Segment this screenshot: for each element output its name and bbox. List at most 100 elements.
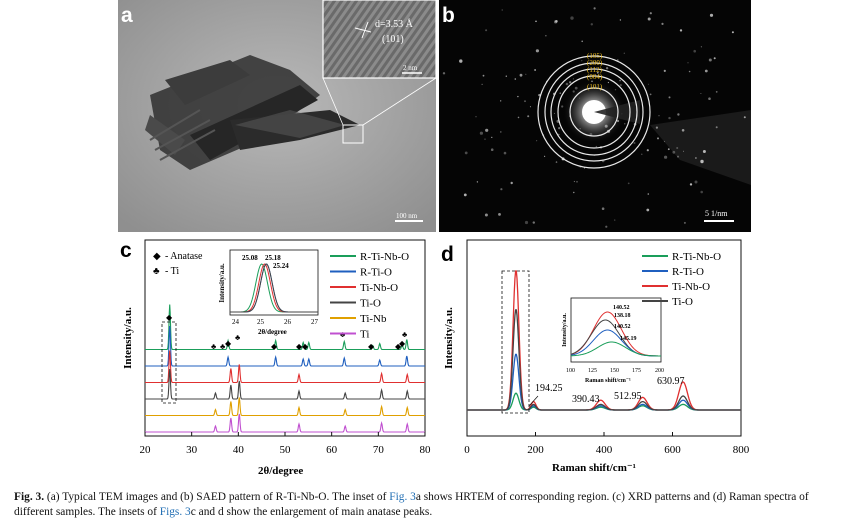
diffraction-spot: [534, 69, 536, 71]
xrd-x-tick-label: 50: [280, 444, 292, 456]
diffraction-spot: [555, 161, 558, 163]
svg-text:♣: ♣: [235, 333, 241, 342]
ring-label-105: (105): [587, 52, 603, 60]
diffraction-spot: [658, 115, 660, 117]
panel-b-saed-image: (105) (200) (112) (004) (101) 5 1/nm b: [439, 0, 751, 232]
xrd-x-tick-label: 40: [233, 444, 245, 456]
diffraction-spot: [647, 193, 650, 195]
diffraction-spot: [517, 116, 520, 119]
diffraction-spot: [605, 225, 608, 228]
diffraction-spot: [627, 182, 630, 185]
ring-label-200: (200): [587, 59, 603, 67]
xrd-x-axis: 20 30 40 50 60 70 80: [140, 432, 431, 456]
xrd-x-tick-label: 70: [373, 444, 385, 456]
nanotube-cluster: [145, 55, 360, 170]
diffraction-spot: [619, 84, 622, 87]
diffraction-spot: [590, 23, 593, 26]
diffraction-spot: [463, 193, 467, 197]
raman-inset-tick: 100: [566, 368, 575, 374]
diffraction-spot: [624, 123, 626, 125]
diffraction-spot: [500, 188, 503, 191]
raman-annot-630: 630.97: [657, 376, 685, 387]
diffraction-spot: [657, 137, 659, 140]
diffraction-spot: [646, 208, 650, 212]
diffraction-spot: [693, 49, 696, 53]
diffraction-spot: [524, 220, 529, 225]
xrd-x-tick-label: 60: [326, 444, 338, 456]
svg-text:◆: ◆: [296, 342, 303, 351]
raman-x-tick-label: 200: [527, 444, 544, 456]
xrd-legend-label: Ti-O: [360, 298, 381, 310]
xrd-series-line: [145, 368, 425, 400]
raman-inset-peak: 140.52: [613, 305, 630, 311]
panel-d-raman-chart: d 0 200 400 600 800 Raman shift/cm⁻¹ Intensi…: [441, 239, 750, 474]
xrd-legend-label: R-Ti-O: [360, 267, 392, 279]
diffraction-spot: [485, 128, 489, 132]
diffraction-spot: [619, 19, 622, 21]
ring-label-112: (112): [587, 66, 603, 74]
xrd-inset-line: [230, 263, 318, 313]
diffraction-spot: [743, 116, 746, 119]
diffraction-spot: [668, 96, 671, 99]
raman-x-tick-label: 600: [664, 444, 681, 456]
raman-inset-line: [570, 341, 662, 357]
xrd-inset-peak: 25.24: [273, 262, 289, 270]
diffraction-spot: [527, 115, 530, 118]
xrd-legend-label: R-Ti-Nb-O: [360, 251, 409, 263]
xrd-inset-y-label: Intensity/a.u.: [218, 263, 226, 303]
diffraction-spot: [475, 116, 477, 118]
raman-legend-label: R-Ti-Nb-O: [672, 251, 721, 263]
svg-text:◆: ◆: [368, 342, 375, 351]
diffraction-spot: [646, 149, 649, 152]
diffraction-spot: [619, 79, 621, 82]
diffraction-spot: [503, 151, 507, 155]
xrd-inset-x-label: 2θ/degree: [258, 328, 287, 336]
raman-x-tick-label: 0: [464, 444, 470, 456]
diffraction-spot: [553, 112, 555, 114]
xrd-x-axis-label: 2θ/degree: [258, 465, 303, 477]
hrtem-plane: (101): [382, 34, 404, 45]
raman-curves: [467, 270, 741, 411]
xrd-series-line: [145, 397, 425, 417]
diffraction-spot: [647, 83, 649, 85]
diffraction-spot: [581, 60, 583, 62]
diffraction-spot: [694, 180, 698, 184]
caption-link-figs3[interactable]: Figs. 3: [159, 505, 191, 518]
panel-c-letter: c: [120, 239, 132, 262]
diffraction-spot: [555, 20, 558, 23]
diffraction-spot: [573, 180, 576, 183]
diffraction-spot: [482, 74, 485, 77]
diffraction-spot: [649, 12, 652, 15]
diffraction-spot: [535, 49, 540, 53]
diffraction-spot: [677, 113, 680, 116]
xrd-inset-peak: 25.08: [242, 254, 258, 262]
diffraction-spot: [500, 100, 502, 102]
raman-y-axis-label: Intensity/a.u.: [443, 307, 455, 369]
raman-inset: 100 125 150 175 200 Raman shift/cm⁻¹ Int…: [562, 297, 664, 384]
diffraction-spot: [704, 69, 708, 73]
raman-legend-label: Ti-O: [672, 296, 693, 308]
diffraction-spot: [681, 129, 685, 132]
diffraction-spot: [715, 91, 718, 93]
panel-c-xrd-chart: c 20 30 40 50 60 70 80 2θ/degree Intensity/a.u…: [120, 239, 431, 477]
raman-inset-tick: 200: [655, 368, 664, 374]
xrd-series-line: [145, 325, 425, 367]
caption-link-fig3[interactable]: Fig. 3: [389, 491, 416, 503]
xrd-series-line: [145, 350, 425, 384]
diffraction-spot: [505, 75, 507, 77]
diffraction-spot: [593, 7, 596, 10]
diffraction-spot: [545, 35, 547, 37]
raman-inset-peak: 140.52: [614, 324, 631, 330]
svg-text:◆: ◆: [395, 342, 402, 351]
panel-b-letter: b: [442, 4, 455, 27]
xrd-inset-tick: 26: [284, 318, 292, 326]
diffraction-spot: [672, 150, 676, 154]
diffraction-spot: [641, 153, 643, 155]
legend-ti-symbol: ♣: [153, 266, 160, 277]
diffraction-spot: [668, 116, 671, 120]
raman-inset-y-label: Intensity/a.u.: [562, 313, 568, 347]
xrd-series-line: [145, 413, 425, 433]
svg-text:◆: ◆: [225, 339, 232, 348]
diffraction-spot: [481, 83, 483, 85]
diffraction-spot: [709, 13, 714, 17]
